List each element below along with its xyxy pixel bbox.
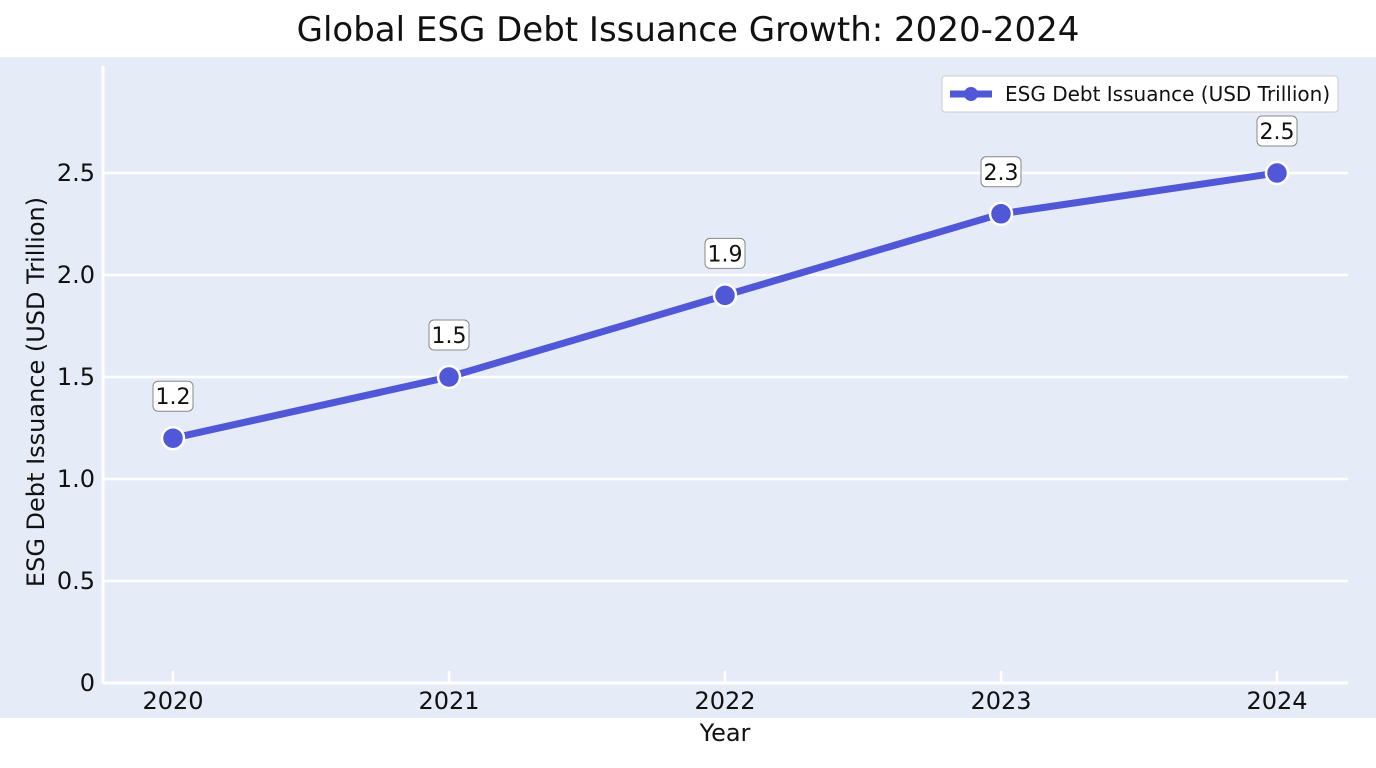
data-point-marker: [160, 425, 186, 451]
x-axis-label: Year: [699, 719, 751, 747]
data-point-marker: [988, 201, 1014, 227]
y-tick-label: 1.0: [57, 465, 95, 493]
data-label-text: 1.2: [156, 385, 191, 410]
data-label-text: 1.9: [708, 242, 743, 267]
y-tick-label: 0: [80, 669, 95, 697]
data-label-text: 1.5: [432, 324, 467, 349]
x-tick-label: 2020: [142, 687, 203, 715]
x-tick-label: 2022: [694, 687, 755, 715]
data-label-text: 2.3: [984, 161, 1019, 186]
data-point-marker: [436, 364, 462, 390]
data-label-box: [980, 156, 1022, 188]
x-tick-label: 2021: [418, 687, 479, 715]
y-axis-ticks: 0 0.5 1.0 1.5 2.0 2.5: [57, 159, 95, 697]
legend-marker-swatch: [964, 87, 978, 101]
data-label: 2.5: [1256, 115, 1298, 147]
data-label-text: 2.5: [1260, 120, 1295, 145]
data-labels: 1.2 1.5 1.9 2.3 2.5: [152, 115, 1298, 412]
series-layer: [160, 160, 1290, 451]
legend: ESG Debt Issuance (USD Trillion): [941, 75, 1339, 113]
data-label: 2.3: [980, 156, 1022, 188]
x-tick-label: 2024: [1246, 687, 1307, 715]
data-label-box: [704, 237, 746, 269]
x-tick-label: 2023: [970, 687, 1031, 715]
data-label: 1.5: [428, 319, 470, 351]
plot-background: [0, 57, 1376, 718]
y-tick-label: 2.5: [57, 159, 95, 187]
data-label: 1.9: [704, 237, 746, 269]
data-point-marker: [1264, 160, 1290, 186]
data-label-box: [1256, 115, 1298, 147]
y-tick-label: 1.5: [57, 363, 95, 391]
y-tick-label: 2.0: [57, 261, 95, 289]
legend-box: [941, 75, 1339, 113]
data-label-box: [428, 319, 470, 351]
chart-title: Global ESG Debt Issuance Growth: 2020-20…: [296, 10, 1080, 50]
y-axis-label: ESG Debt Issuance (USD Trillion): [22, 197, 50, 587]
x-axis-ticks: 2020 2021 2022 2023 2024: [142, 671, 1308, 715]
y-tick-label: 0.5: [57, 567, 95, 595]
data-point-marker: [712, 283, 738, 308]
data-label-box: [152, 380, 194, 412]
gridlines: [103, 171, 1348, 583]
legend-entry: ESG Debt Issuance (USD Trillion): [1005, 82, 1330, 106]
data-label: 1.2: [152, 380, 194, 412]
